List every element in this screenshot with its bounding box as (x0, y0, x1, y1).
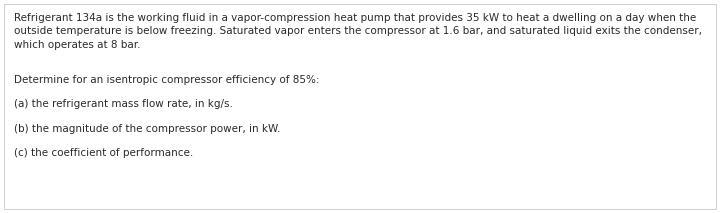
Text: (a) the refrigerant mass flow rate, in kg/s.: (a) the refrigerant mass flow rate, in k… (14, 99, 233, 109)
Text: which operates at 8 bar.: which operates at 8 bar. (14, 40, 140, 50)
Text: outside temperature is below freezing. Saturated vapor enters the compressor at : outside temperature is below freezing. S… (14, 26, 702, 36)
Text: (b) the magnitude of the compressor power, in kW.: (b) the magnitude of the compressor powe… (14, 124, 280, 134)
Text: Refrigerant 134a is the working fluid in a vapor-compression heat pump that prov: Refrigerant 134a is the working fluid in… (14, 13, 696, 23)
Text: Determine for an isentropic compressor efficiency of 85%:: Determine for an isentropic compressor e… (14, 75, 320, 85)
Text: (c) the coefficient of performance.: (c) the coefficient of performance. (14, 148, 193, 158)
